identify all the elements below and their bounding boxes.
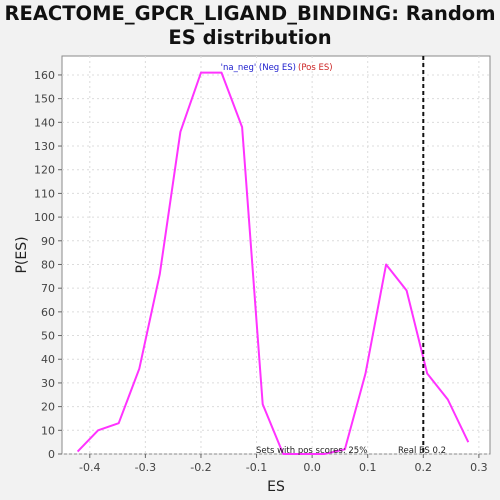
y-tick-label: 50 — [41, 330, 55, 343]
y-tick-label: 0 — [48, 448, 55, 461]
y-tick-label: 100 — [34, 211, 55, 224]
plot-area — [61, 55, 491, 455]
real-es-label: Real ES 0.2 — [398, 446, 446, 456]
chart-title-line-2: ES distribution — [168, 26, 332, 49]
x-tick-label: -0.1 — [246, 461, 267, 474]
y-tick-label: 70 — [41, 282, 55, 295]
x-tick-label: -0.4 — [79, 461, 100, 474]
y-tick-label: 20 — [41, 401, 55, 414]
y-tick-label: 30 — [41, 377, 55, 390]
y-tick-label: 130 — [34, 140, 55, 153]
x-tick-label: -0.3 — [135, 461, 156, 474]
y-tick-label: 140 — [34, 116, 55, 129]
x-axis-title: ES — [267, 479, 285, 495]
y-tick-label: 80 — [41, 258, 55, 271]
chart-title-line-1: REACTOME_GPCR_LIGAND_BINDING: Random — [4, 2, 496, 25]
y-tick-label: 90 — [41, 235, 55, 248]
y-tick-label: 10 — [41, 424, 55, 437]
legend-neg-label: 'na_neg' (Neg ES) — [221, 63, 296, 73]
y-tick-label: 150 — [34, 93, 55, 106]
y-tick-label: 40 — [41, 353, 55, 366]
axis-ticks: -0.4 -0.3 -0.2 -0.1 0.0 0.1 0.2 0.3 0 10 20 30 40 50 6… — [34, 69, 488, 474]
x-tick-label: 0.2 — [415, 461, 433, 474]
x-tick-label: -0.2 — [190, 461, 211, 474]
series-layer — [76, 71, 470, 455]
y-tick-label: 60 — [41, 306, 55, 319]
chart-title: REACTOME_GPCR_LIGAND_BINDING: Random ES … — [0, 2, 500, 50]
y-tick-label: 110 — [34, 187, 55, 200]
y-tick-label: 120 — [34, 164, 55, 177]
x-tick-label: 0.0 — [303, 461, 321, 474]
es-distribution-line — [76, 71, 470, 455]
pos-scores-annotation: Sets with pos scores: 25% — [256, 446, 367, 456]
y-axis-title: P(ES) — [14, 236, 30, 273]
legend-pos-label: (Pos ES) — [298, 63, 333, 73]
x-tick-label: 0.3 — [470, 461, 488, 474]
y-tick-label: 160 — [34, 69, 55, 82]
x-tick-label: 0.1 — [359, 461, 377, 474]
